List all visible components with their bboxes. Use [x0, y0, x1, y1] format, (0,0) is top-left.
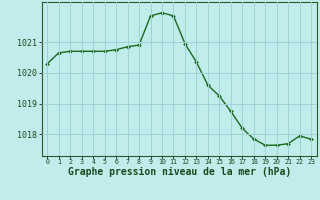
X-axis label: Graphe pression niveau de la mer (hPa): Graphe pression niveau de la mer (hPa) — [68, 167, 291, 177]
